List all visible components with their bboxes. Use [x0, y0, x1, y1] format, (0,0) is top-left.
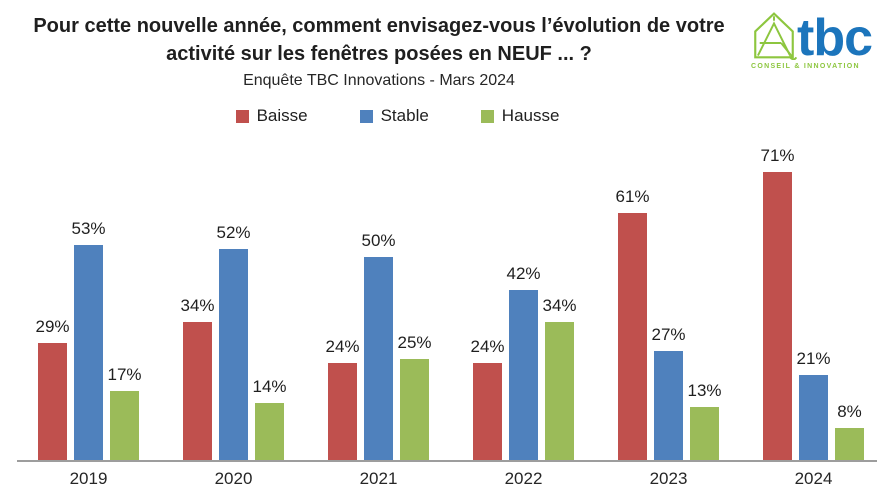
data-label: 24% [325, 337, 360, 356]
bar-baisse-2019 [38, 343, 67, 460]
legend-item-hausse: Hausse [480, 106, 560, 126]
bars-container: 29% 53% 17% 34% 52% 14% 24% 50% 25% 24% 42% 34% 61% 2… [35, 140, 864, 460]
data-label: 14% [252, 377, 287, 396]
house-icon [754, 12, 797, 60]
bar-stable-2019 [74, 245, 103, 460]
bar-baisse-2024 [763, 172, 792, 460]
bar-col-stable-2024: 21% [796, 349, 831, 460]
bar-stable-2024 [799, 375, 828, 460]
bar-hausse-2020 [255, 403, 284, 460]
bar-col-baisse-2022: 24% [470, 337, 505, 460]
bar-group-2022: 24% 42% 34% [470, 264, 577, 460]
bar-col-hausse-2022: 34% [542, 296, 577, 460]
data-label: 24% [470, 337, 505, 356]
plot-area: 29% 53% 17% 34% 52% 14% 24% 50% 25% 24% 42% 34% 61% 2… [17, 140, 877, 462]
bar-baisse-2022 [473, 363, 502, 460]
legend-item-stable: Stable [359, 106, 429, 126]
bar-col-baisse-2020: 34% [180, 296, 215, 460]
data-label: 61% [615, 187, 650, 206]
bar-col-baisse-2024: 71% [760, 146, 795, 460]
data-label: 13% [687, 381, 722, 400]
bar-col-baisse-2023: 61% [615, 187, 650, 460]
bar-baisse-2021 [328, 363, 357, 460]
legend-label: Hausse [501, 106, 560, 125]
bar-hausse-2024 [835, 428, 864, 460]
x-tick-label-2022: 2022 [504, 469, 543, 488]
legend-item-baisse: Baisse [235, 106, 308, 126]
data-label: 25% [397, 333, 432, 352]
chart-subtitle: Enquête TBC Innovations - Mars 2024 [243, 72, 515, 89]
bar-baisse-2020 [183, 322, 212, 460]
bar-col-hausse-2020: 14% [252, 377, 287, 460]
logo-tagline: CONSEIL & INNOVATION [751, 63, 860, 70]
legend-label: Stable [380, 106, 429, 125]
data-label: 53% [71, 219, 106, 238]
x-tick-label-2024: 2024 [794, 469, 833, 488]
bar-stable-2022 [509, 290, 538, 460]
bar-hausse-2021 [400, 359, 429, 460]
x-tick-label-2021: 2021 [359, 469, 398, 488]
bar-col-baisse-2021: 24% [325, 337, 360, 460]
bar-hausse-2019 [110, 391, 139, 460]
data-label: 8% [837, 402, 862, 421]
bar-col-stable-2021: 50% [361, 231, 396, 460]
data-label: 71% [760, 146, 795, 165]
data-label: 34% [542, 296, 577, 315]
bar-group-2020: 34% 52% 14% [180, 223, 287, 460]
logo-wordmark: tbc [797, 9, 873, 68]
bar-col-baisse-2019: 29% [35, 317, 70, 460]
bar-col-stable-2023: 27% [651, 325, 686, 460]
bar-group-2024: 71% 21% 8% [760, 146, 864, 460]
bar-hausse-2022 [545, 322, 574, 460]
bar-stable-2023 [654, 351, 683, 460]
tbc-logo: tbc CONSEIL & INNOVATION [751, 10, 877, 70]
chart-header: Pour cette nouvelle année, comment envis… [0, 0, 885, 90]
bar-hausse-2023 [690, 407, 719, 460]
bar-group-2021: 24% 50% 25% [325, 231, 432, 460]
data-label: 52% [216, 223, 251, 242]
bar-stable-2021 [364, 257, 393, 460]
data-label: 29% [35, 317, 70, 336]
bar-group-2023: 61% 27% 13% [615, 187, 722, 460]
bar-col-hausse-2023: 13% [687, 381, 722, 460]
data-label: 21% [796, 349, 831, 368]
data-label: 27% [651, 325, 686, 344]
legend-swatch-icon [480, 109, 494, 123]
bar-col-stable-2020: 52% [216, 223, 251, 460]
bar-baisse-2023 [618, 213, 647, 460]
x-tick-label-2020: 2020 [214, 469, 253, 488]
chart-legend: Baisse Stable Hausse [0, 106, 885, 126]
legend-swatch-icon [235, 109, 249, 123]
x-axis-labels: 2019 2020 2021 2022 2023 2024 [38, 469, 864, 489]
bar-stable-2020 [219, 249, 248, 460]
x-tick-label-2019: 2019 [69, 469, 108, 488]
data-label: 17% [107, 365, 142, 384]
data-label: 50% [361, 231, 396, 250]
bar-col-stable-2022: 42% [506, 264, 541, 460]
bar-col-stable-2019: 53% [71, 219, 106, 460]
chart-title: Pour cette nouvelle année, comment envis… [33, 15, 725, 65]
bar-col-hausse-2024: 8% [835, 402, 864, 460]
data-label: 42% [506, 264, 541, 283]
bar-group-2019: 29% 53% 17% [35, 219, 142, 460]
bar-col-hausse-2019: 17% [107, 365, 142, 460]
data-label: 34% [180, 296, 215, 315]
bar-col-hausse-2021: 25% [397, 333, 432, 460]
x-tick-label-2023: 2023 [649, 469, 688, 488]
legend-swatch-icon [359, 109, 373, 123]
legend-label: Baisse [256, 106, 308, 125]
